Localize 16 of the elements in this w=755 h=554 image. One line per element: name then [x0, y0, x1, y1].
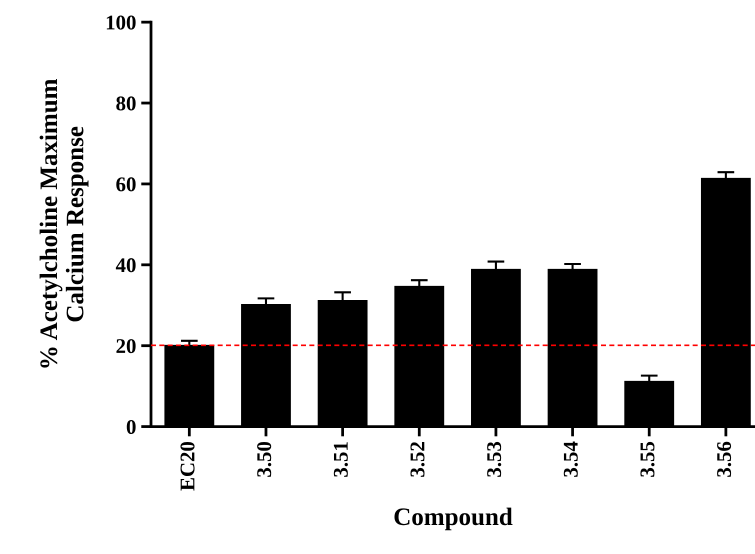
- y-tick-label: 60: [116, 177, 136, 192]
- y-tick-label: 40: [116, 258, 136, 272]
- y-axis-title: % Acetylcholine Maximum Calcium Response: [40, 78, 88, 368]
- x-tick-label: 3.50: [257, 442, 272, 477]
- y-tick-label: 0: [126, 420, 136, 434]
- x-axis-title: Compound: [394, 508, 512, 530]
- x-tick-label: 3.55: [640, 442, 655, 477]
- x-tick-label: EC20: [180, 442, 195, 491]
- x-tick-label: 3.52: [410, 442, 425, 477]
- x-tick-label: 3.51: [334, 442, 348, 477]
- x-tick-label: 3.56: [717, 442, 732, 477]
- x-tick-label: 3.54: [564, 442, 578, 477]
- y-tick-label: 20: [116, 339, 136, 354]
- y-tick-label: 80: [116, 96, 136, 110]
- y-tick-label: 100: [106, 16, 136, 30]
- x-tick-label: 3.53: [487, 442, 502, 477]
